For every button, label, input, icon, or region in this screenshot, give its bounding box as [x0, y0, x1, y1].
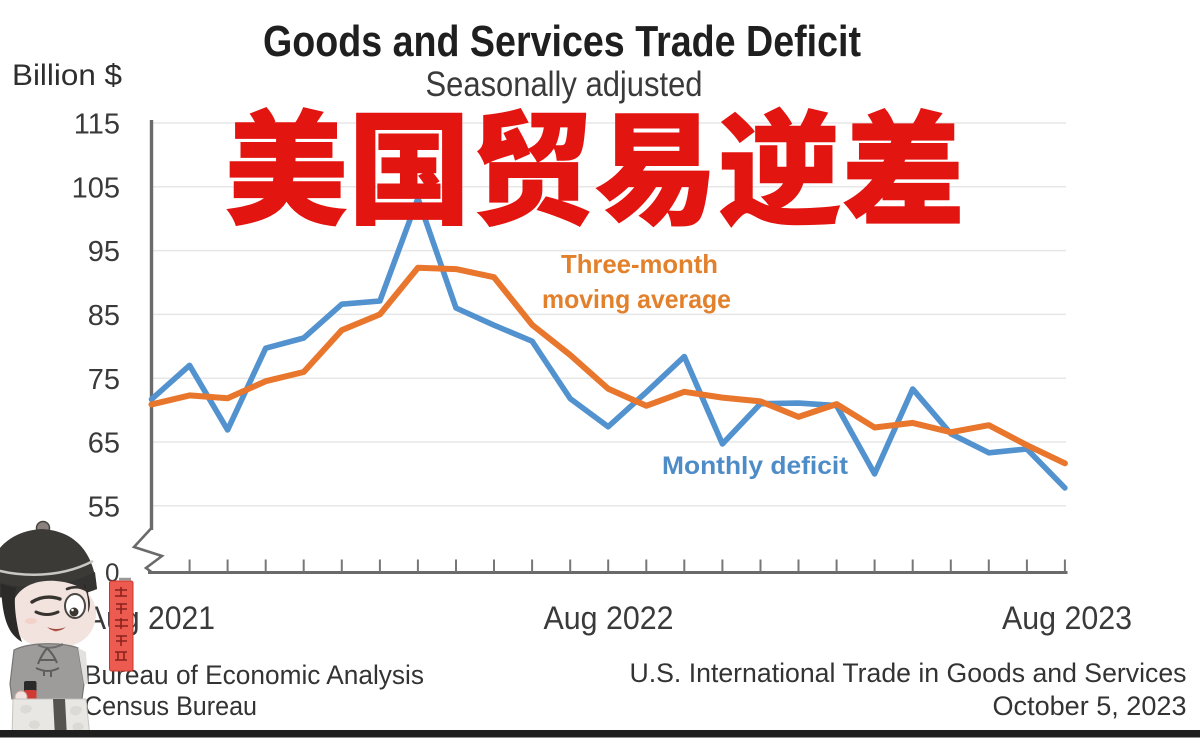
- svg-text:105: 105: [72, 172, 120, 204]
- svg-text:Seasonally adjusted: Seasonally adjusted: [426, 65, 703, 104]
- svg-text:Monthly deficit: Monthly deficit: [662, 452, 849, 480]
- svg-text:Goods and Services Trade Defic: Goods and Services Trade Deficit: [263, 17, 861, 66]
- svg-text:Aug 2023: Aug 2023: [1002, 600, 1132, 636]
- svg-text:Billion $: Billion $: [12, 59, 122, 92]
- svg-text:95: 95: [88, 236, 120, 268]
- svg-text:moving average: moving average: [542, 284, 731, 314]
- svg-text:October 5, 2023: October 5, 2023: [993, 691, 1187, 721]
- svg-text:Census Bureau: Census Bureau: [84, 691, 257, 721]
- svg-text:Aug 2022: Aug 2022: [544, 600, 674, 636]
- svg-text:115: 115: [74, 109, 120, 141]
- svg-text:Three-month: Three-month: [561, 249, 718, 279]
- svg-text:Bureau of Economic Analysis: Bureau of Economic Analysis: [84, 660, 424, 690]
- svg-text:Aug 2021: Aug 2021: [86, 600, 215, 636]
- svg-text:U.S. International Trade in Go: U.S. International Trade in Goods and Se…: [630, 658, 1187, 688]
- svg-text:85: 85: [88, 300, 120, 332]
- svg-text:55: 55: [88, 491, 120, 523]
- svg-text:0: 0: [105, 558, 119, 588]
- svg-text:75: 75: [88, 364, 120, 396]
- svg-text:65: 65: [88, 428, 120, 460]
